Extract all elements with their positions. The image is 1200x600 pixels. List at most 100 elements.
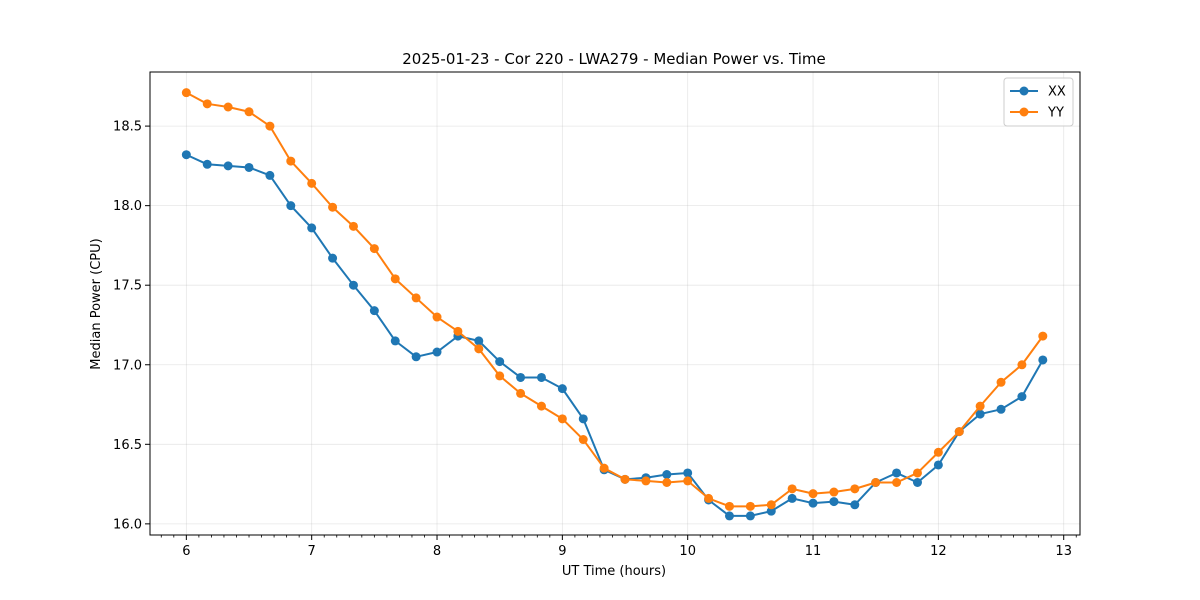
data-point-yy (850, 484, 860, 494)
data-point-yy (578, 435, 588, 445)
data-point-yy (369, 244, 379, 254)
data-point-yy (704, 493, 714, 503)
data-point-xx (996, 404, 1006, 414)
data-point-xx (265, 170, 275, 180)
data-point-yy (536, 401, 546, 411)
data-point-xx (829, 497, 839, 507)
y-tick-label: 17.0 (113, 358, 142, 373)
data-point-yy (996, 377, 1006, 387)
data-point-xx (766, 506, 776, 516)
data-point-yy (1017, 360, 1027, 370)
data-point-yy (307, 178, 317, 188)
data-point-xx (223, 161, 233, 171)
data-point-xx (578, 414, 588, 424)
y-tick-label: 16.5 (113, 438, 142, 453)
data-point-xx (557, 384, 567, 394)
data-point-yy (328, 202, 338, 212)
data-point-xx (369, 306, 379, 316)
data-point-xx (933, 460, 943, 470)
data-point-yy (516, 388, 526, 398)
data-point-yy (411, 293, 421, 303)
data-point-xx (787, 493, 797, 503)
data-point-xx (912, 477, 922, 487)
data-point-yy (829, 487, 839, 497)
y-tick-label: 17.5 (113, 279, 142, 294)
data-point-xx (411, 352, 421, 362)
data-point-xx (975, 409, 985, 419)
y-tick-label: 18.0 (113, 199, 142, 214)
data-point-yy (599, 463, 609, 473)
data-point-xx (286, 201, 296, 211)
data-point-yy (662, 477, 672, 487)
data-point-xx (724, 511, 734, 521)
data-point-yy (286, 156, 296, 166)
x-tick-label: 11 (805, 544, 822, 559)
x-tick-label: 10 (679, 544, 696, 559)
chart-title: 2025-01-23 - Cor 220 - LWA279 - Median P… (402, 50, 826, 68)
data-point-yy (223, 102, 233, 112)
x-tick-label: 12 (930, 544, 947, 559)
data-point-xx (683, 468, 693, 478)
axes: 6 7 8 9 10 11 12 13 16.0 16.5 17.0 17.5 18.0 18.5 (113, 120, 1077, 559)
data-point-yy (683, 476, 693, 486)
data-point-yy (348, 221, 358, 231)
legend: XX YY (1003, 77, 1074, 127)
data-point-xx (328, 253, 338, 263)
y-tick-label: 18.5 (113, 120, 142, 135)
data-point-yy (808, 489, 818, 499)
data-point-yy (265, 121, 275, 131)
legend-label-yy: YY (1047, 106, 1064, 121)
data-point-yy (557, 414, 567, 424)
data-point-xx (662, 470, 672, 480)
data-point-yy (724, 501, 734, 511)
data-point-xx (516, 372, 526, 382)
data-point-yy (202, 99, 212, 109)
data-point-yy (244, 107, 254, 117)
data-point-yy (975, 401, 985, 411)
data-point-yy (495, 371, 505, 381)
data-point-xx (390, 336, 400, 346)
data-point-xx (244, 162, 254, 172)
x-tick-label: 13 (1055, 544, 1072, 559)
data-point-xx (1038, 355, 1048, 365)
y-axis-label: Median Power (CPU) (89, 238, 104, 369)
x-tick-label: 8 (433, 544, 441, 559)
data-point-xx (808, 498, 818, 508)
data-point-yy (892, 477, 902, 487)
x-tick-label: 7 (308, 544, 316, 559)
grid (150, 72, 1080, 535)
data-point-yy (745, 501, 755, 511)
data-point-yy (453, 326, 463, 336)
data-point-xx (202, 159, 212, 169)
data-point-yy (390, 274, 400, 284)
data-point-yy (181, 88, 191, 98)
data-point-xx (181, 150, 191, 160)
plot-frame (149, 71, 1081, 536)
x-tick-label: 9 (558, 544, 566, 559)
plot-series (181, 88, 1048, 521)
data-point-xx (745, 511, 755, 521)
legend-marker-yy (1019, 107, 1029, 117)
data-point-yy (912, 468, 922, 478)
data-point-xx (495, 357, 505, 367)
data-point-xx (892, 468, 902, 478)
data-point-yy (787, 484, 797, 494)
data-point-yy (954, 427, 964, 437)
data-point-yy (432, 312, 442, 322)
data-point-xx (474, 336, 484, 346)
x-axis-label: UT Time (hours) (562, 564, 666, 579)
data-point-xx (348, 280, 358, 290)
data-point-yy (1038, 331, 1048, 341)
data-point-xx (536, 372, 546, 382)
data-point-xx (850, 500, 860, 510)
data-point-yy (641, 476, 651, 486)
series-yy (181, 88, 1048, 511)
x-tick-label: 6 (182, 544, 190, 559)
data-point-xx (307, 223, 317, 233)
data-point-yy (474, 344, 484, 354)
data-point-yy (766, 500, 776, 510)
y-tick-label: 16.0 (113, 517, 142, 532)
data-point-xx (432, 347, 442, 357)
legend-marker-xx (1019, 86, 1029, 96)
